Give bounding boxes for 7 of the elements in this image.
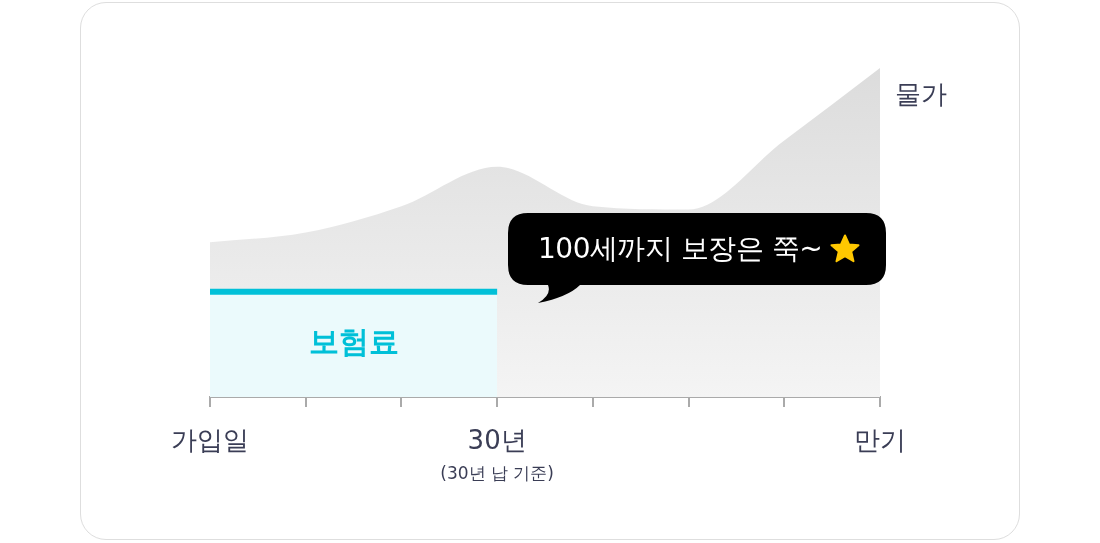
text: (30년 납 기준) xyxy=(440,463,554,484)
x-tick-label: 가입일 xyxy=(171,425,249,456)
series-label: 보험료 xyxy=(308,324,399,360)
x-tick-label: 30년 xyxy=(467,425,527,456)
x-tick-label: 만기 xyxy=(854,425,906,456)
annotation: 100세까지 보장은 쭉~ xyxy=(538,231,823,267)
series-label: 물가 xyxy=(895,78,947,109)
